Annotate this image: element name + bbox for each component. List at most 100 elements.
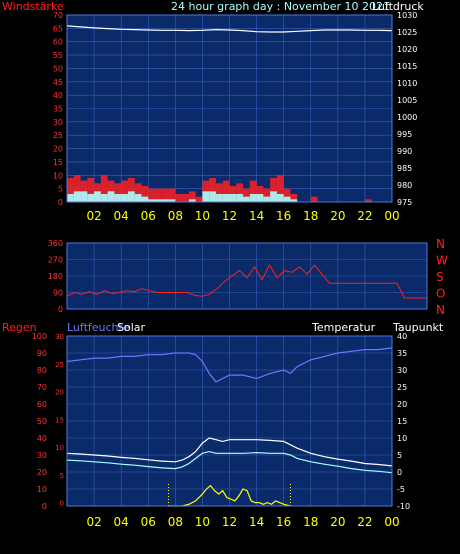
ytick-label: 995 xyxy=(397,130,412,139)
yticks-humidity: 0 5 10 15 20 25 30 xyxy=(55,333,64,508)
wind-bar xyxy=(188,191,196,202)
ytick-label: 5 xyxy=(60,472,64,480)
ytick-label: 30 xyxy=(53,118,63,127)
wind-bar xyxy=(155,188,162,202)
gust-bar xyxy=(249,193,257,202)
ylabel-luftdruck: Luftdruck xyxy=(372,0,424,13)
ytick-label: 10 xyxy=(37,485,47,494)
wind-bar xyxy=(168,188,176,202)
ytick-label: 0 xyxy=(42,502,47,511)
wind-bar xyxy=(310,196,318,202)
xtick-label: 22 xyxy=(357,515,372,529)
ytick-label: 10 xyxy=(53,171,63,180)
xtick-label: 18 xyxy=(303,515,318,529)
gust-bar xyxy=(87,193,95,202)
xtick-label: 20 xyxy=(330,515,345,529)
compass-label: S xyxy=(436,270,444,284)
ytick-label: 55 xyxy=(53,51,63,60)
wind-bar xyxy=(67,177,74,202)
ytick-label: 45 xyxy=(53,78,63,87)
ytick-label: 40 xyxy=(397,332,407,341)
wind-bar xyxy=(175,193,183,202)
xtick-label: 06 xyxy=(141,209,156,223)
xticks-temperature: 02 04 06 08 10 12 14 16 18 20 22 00 xyxy=(86,515,399,529)
wind-bar xyxy=(222,180,230,202)
ytick-label: 60 xyxy=(53,38,63,47)
yticks-pressure: 975 980 985 990 995 1000 1005 1010 1015 1020 1025 1… xyxy=(397,11,417,207)
ytick-label: 60 xyxy=(37,400,47,409)
ytick-label: 180 xyxy=(48,272,63,281)
ytick-label: 1025 xyxy=(397,28,417,37)
gust-bar xyxy=(229,193,237,202)
ytick-label: 5 xyxy=(397,451,402,460)
compass-label: N xyxy=(436,303,445,317)
gust-bar xyxy=(188,199,196,202)
series-wind-pressure xyxy=(66,25,393,202)
gust-bar xyxy=(256,193,264,202)
ytick-label: -5 xyxy=(397,485,405,494)
grid-direction xyxy=(67,243,427,309)
xtick-label: 02 xyxy=(86,209,101,223)
xtick-label: 14 xyxy=(249,515,264,529)
wind-bar xyxy=(263,188,271,202)
gust-bar xyxy=(134,193,142,202)
ytick-label: 65 xyxy=(53,24,63,33)
ytick-label: 270 xyxy=(48,256,63,265)
yticks-temperature: -10 -5 0 5 10 15 20 25 30 35 40 xyxy=(397,332,410,511)
wind-bar xyxy=(73,175,81,202)
xticks-wind: 02 04 06 08 10 12 14 16 18 20 22 00 xyxy=(86,209,399,223)
ytick-label: 15 xyxy=(55,416,64,424)
ytick-label: 1020 xyxy=(397,45,417,54)
gust-bar xyxy=(270,191,277,202)
ytick-label: 25 xyxy=(397,383,407,392)
ytick-label: 0 xyxy=(397,468,402,477)
ytick-label: 20 xyxy=(53,145,63,154)
ytick-label: 25 xyxy=(55,361,64,369)
ytick-label: 35 xyxy=(397,349,407,358)
gust-bar xyxy=(202,191,210,202)
xtick-label: 22 xyxy=(357,209,372,223)
wind-bar xyxy=(364,199,372,202)
ytick-label: 980 xyxy=(397,181,412,190)
gust-bar xyxy=(243,196,250,202)
gust-bar xyxy=(209,191,216,202)
dewpoint-line xyxy=(66,450,393,474)
gust-bar xyxy=(80,191,88,202)
yticks-wind: 0 5 10 15 20 25 30 35 40 45 50 55 60 65 70 xyxy=(53,11,63,207)
xtick-label: 00 xyxy=(384,515,399,529)
frame-wind xyxy=(66,14,393,203)
yticks-direction: 0 90 180 270 360 xyxy=(48,239,63,314)
ytick-label: 30 xyxy=(55,333,64,341)
gust-bar xyxy=(67,193,74,202)
ytick-label: 100 xyxy=(32,332,47,341)
ytick-label: 360 xyxy=(48,239,63,248)
ytick-label: 1005 xyxy=(397,96,417,105)
ytick-label: 15 xyxy=(397,417,407,426)
wind-bar xyxy=(195,196,203,202)
ytick-label: 10 xyxy=(55,444,64,452)
xtick-label: 04 xyxy=(114,515,129,529)
ylabel-windstaerke: Windstärke xyxy=(2,0,64,13)
humidity-line xyxy=(66,347,393,383)
gust-bar xyxy=(148,199,156,202)
gust-bar xyxy=(236,193,244,202)
ytick-label: 70 xyxy=(37,383,47,392)
xtick-label: 16 xyxy=(276,209,291,223)
wind-bar xyxy=(134,183,142,202)
gust-bar xyxy=(222,193,230,202)
wind-bar xyxy=(148,188,156,202)
xtick-label: 14 xyxy=(249,209,264,223)
ytick-label: 1030 xyxy=(397,11,417,20)
pressure-line xyxy=(66,25,393,33)
gust-bar xyxy=(127,191,135,202)
wind-bar xyxy=(243,188,250,202)
xtick-label: 20 xyxy=(330,209,345,223)
ytick-label: 30 xyxy=(37,451,47,460)
compass-label: O xyxy=(436,287,445,301)
xtick-label: 08 xyxy=(168,209,183,223)
xtick-label: 08 xyxy=(168,515,183,529)
ytick-label: 0 xyxy=(58,198,63,207)
ytick-label: 15 xyxy=(53,158,63,167)
